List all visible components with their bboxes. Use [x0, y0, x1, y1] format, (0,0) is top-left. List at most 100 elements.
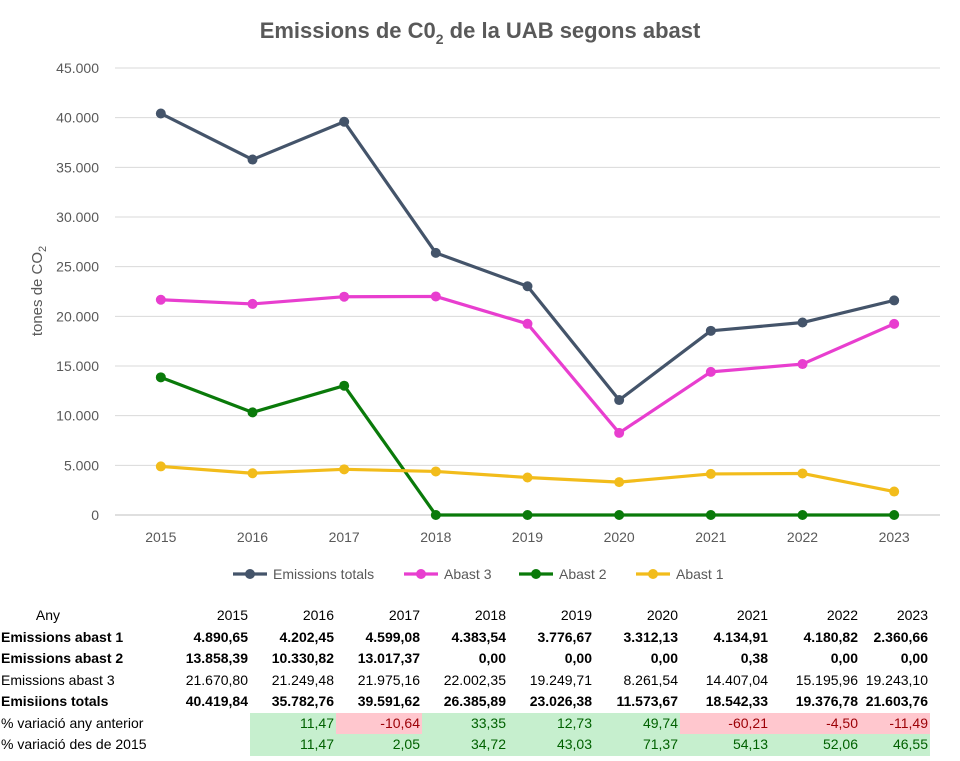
table-cell: 0,00	[564, 650, 592, 666]
table-cell: 10.330,82	[271, 650, 334, 666]
data-point	[155, 461, 166, 472]
table-cell: 21.670,80	[185, 671, 248, 688]
data-point	[430, 510, 441, 520]
table-cell: 3.776,67	[537, 628, 593, 645]
y-tick-label: 10.000	[56, 408, 99, 424]
table-year-header: 2017	[388, 607, 420, 623]
data-table: Any 2015 2016 2017 2018 2019 2020 2021 2022 2023…	[0, 605, 930, 756]
table-year-header: 2021	[736, 607, 768, 623]
data-point	[614, 427, 625, 438]
table-year-header: 2022	[826, 607, 858, 623]
legend-marker	[416, 569, 426, 579]
table-row: % variació des de 2015 11,47 2,05 34,72 43,0…	[0, 734, 930, 756]
table-cell: 52,06	[770, 734, 860, 756]
table-row-label: Emissions abast 2	[1, 650, 124, 666]
legend-marker	[531, 569, 541, 579]
legend-marker	[648, 569, 658, 579]
series-line	[160, 294, 895, 435]
data-point	[155, 294, 166, 305]
table-row-label: Emissions abast 1	[1, 628, 124, 645]
legend-marker	[245, 569, 255, 579]
table-cell: -10,64	[336, 712, 422, 734]
x-tick-label: 2021	[695, 529, 726, 545]
legend-label: Abast 2	[559, 566, 607, 582]
table-cell	[160, 734, 250, 756]
data-point	[705, 325, 716, 336]
series-lines	[155, 108, 900, 520]
table-year-header: 2019	[560, 607, 592, 623]
data-point	[705, 468, 716, 479]
table-cell: 4.134,91	[713, 628, 769, 645]
emissions-chart: Emissions de C02 de la UAB segons abast …	[29, 18, 940, 582]
table-cell: 8.261,54	[623, 671, 679, 688]
table-cell: 21.249,48	[271, 671, 334, 688]
table-cell: 39.591,62	[357, 693, 420, 709]
data-point	[614, 477, 625, 488]
data-point	[614, 395, 625, 406]
x-tick-label: 2023	[879, 529, 910, 545]
data-point	[797, 359, 808, 370]
data-point	[247, 154, 258, 165]
table-cell: 0,00	[830, 650, 858, 666]
y-axis-ticks: 0 5.000 10.000 15.000 20.000 25.000 30.000 35.0…	[56, 60, 99, 523]
chart-title-suffix: de la UAB segons abast	[444, 18, 701, 43]
table-cell: 18.542,33	[705, 693, 768, 709]
legend-label: Abast 3	[444, 566, 492, 582]
table-cell: 0,00	[900, 650, 928, 666]
table-cell: 4.202,45	[279, 628, 335, 645]
table-year-header: 2018	[474, 607, 506, 623]
table-row-label: % variació any anterior	[1, 714, 144, 731]
table-year-header: 2020	[646, 607, 678, 623]
table-cell: 2.360,66	[873, 628, 929, 645]
y-axis-label-subscript: 2	[37, 246, 49, 252]
table-year-header: 2023	[896, 607, 928, 623]
table-cell: 4.180,82	[803, 628, 859, 645]
table-cell: 3.312,13	[623, 628, 679, 645]
table-row: Emisiions totals 40.419,84 35.782,76 39.591…	[0, 691, 930, 713]
table-row-label: Emissions abast 3	[1, 671, 115, 688]
table-cell: 33,35	[422, 712, 508, 734]
table-cell: 11.573,67	[616, 693, 678, 709]
legend-label: Emissions totals	[273, 566, 374, 582]
table-cell: 0,00	[478, 650, 506, 666]
data-point	[339, 291, 350, 302]
table-cell: 13.858,39	[185, 650, 248, 666]
table-cell: 0,38	[740, 650, 768, 666]
series-line	[160, 375, 895, 517]
table-cell: 40.419,84	[185, 693, 248, 709]
gridlines	[115, 67, 940, 516]
x-tick-label: 2017	[329, 529, 360, 545]
data-point	[614, 510, 625, 520]
y-tick-label: 40.000	[56, 110, 99, 126]
data-point	[155, 372, 166, 383]
table-header-label: Any	[35, 607, 60, 623]
table-year-header: 2015	[216, 607, 248, 623]
table-cell: 11,47	[250, 734, 336, 756]
data-point	[155, 108, 166, 119]
table-cell: 4.890,65	[193, 628, 249, 645]
table-cell	[160, 713, 250, 735]
table-row: Emissions abast 1 4.890,65 4.202,45 4.599,0…	[0, 627, 930, 649]
table-row: % variació any anterior 11,47 -10,64 33,35 1…	[0, 712, 930, 735]
series-abast-1	[155, 461, 900, 497]
y-tick-label: 0	[91, 507, 99, 523]
data-point	[522, 472, 533, 483]
series-emissions-totals	[155, 108, 900, 406]
table-cell: -60,21	[680, 712, 770, 734]
legend-item: Emissions totals	[233, 566, 374, 582]
data-point	[889, 510, 900, 520]
data-point	[522, 318, 533, 329]
chart-title-subscript: 2	[436, 31, 444, 47]
data-point	[889, 295, 900, 306]
x-tick-label: 2019	[512, 529, 543, 545]
data-point	[705, 366, 716, 377]
table-cell: 23.026,38	[529, 693, 592, 709]
data-point	[339, 464, 350, 475]
table-cell: -4,50	[770, 712, 860, 734]
table-cell: 49,74	[594, 712, 680, 734]
y-axis-label-main: tones de CO	[29, 252, 46, 336]
table-row-label: Emisiions totals	[1, 693, 109, 709]
data-point	[339, 380, 350, 391]
table-cell: 71,37	[594, 734, 680, 756]
y-tick-label: 45.000	[56, 60, 99, 76]
